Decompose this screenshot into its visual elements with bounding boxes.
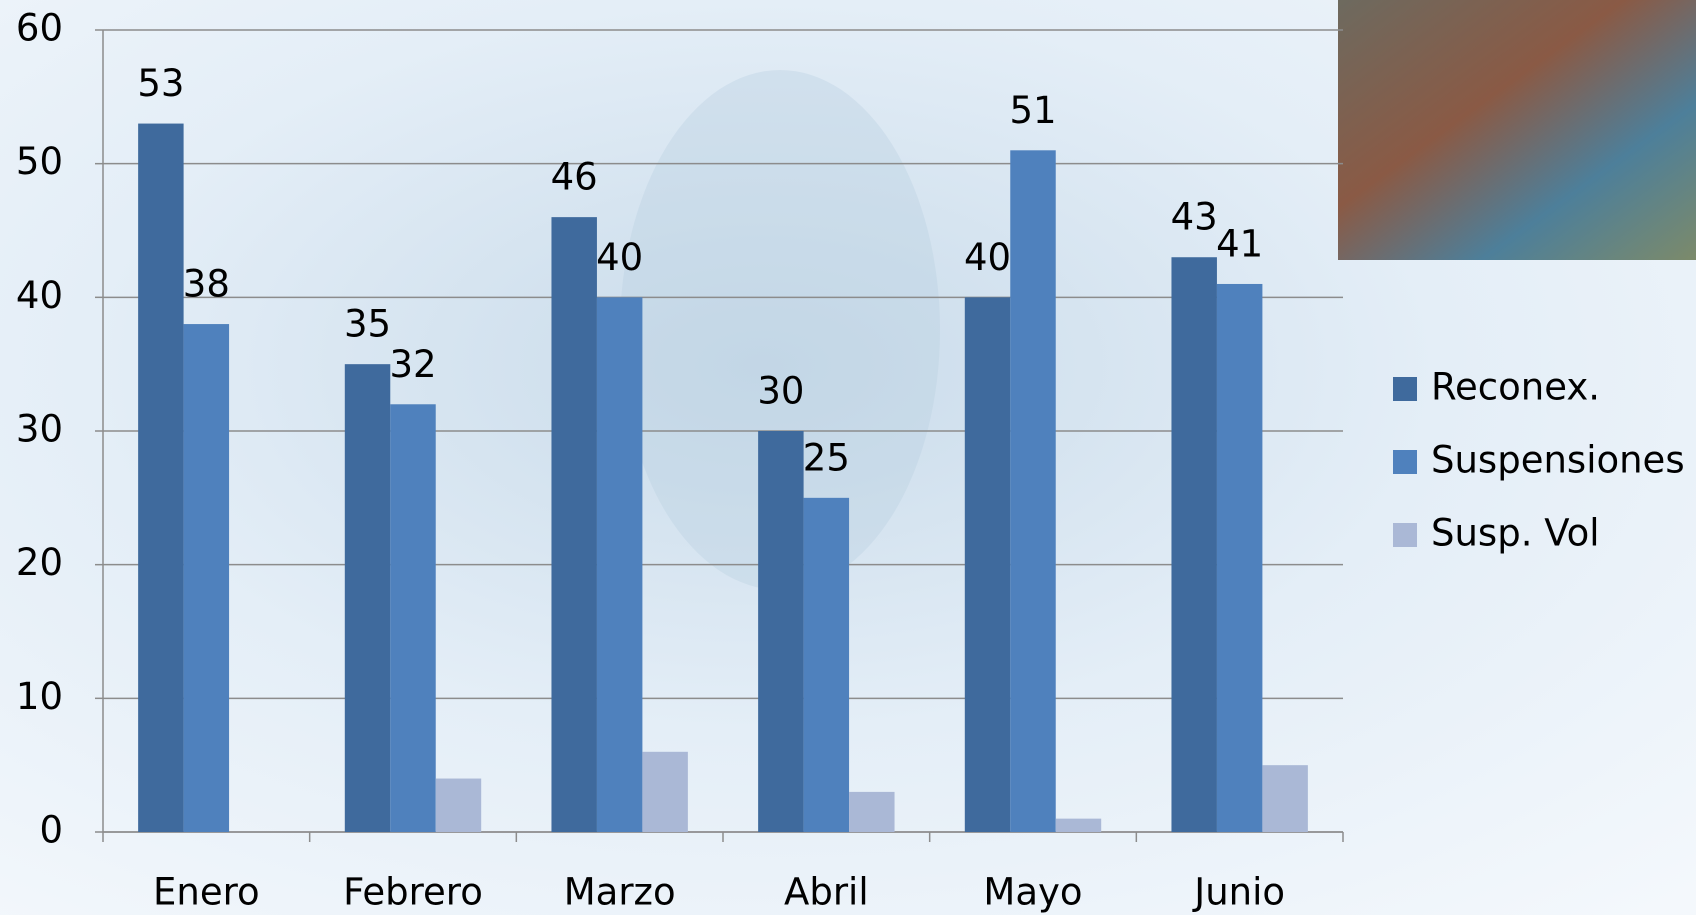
x-tick-label: Mayo <box>983 871 1082 914</box>
data-label: 40 <box>964 236 1011 279</box>
bar <box>344 364 391 832</box>
x-tick-label: Marzo <box>564 871 676 914</box>
bar <box>435 778 482 832</box>
legend-swatch <box>1393 450 1417 474</box>
bar <box>642 751 688 832</box>
bar <box>803 497 850 832</box>
legend-label: Susp. Vol <box>1431 512 1600 555</box>
y-tick-label: 30 <box>16 408 63 451</box>
bar <box>758 431 804 832</box>
x-tick-label: Abril <box>784 871 869 914</box>
bar <box>596 297 643 832</box>
data-label: 35 <box>344 303 391 346</box>
bar <box>1262 765 1308 832</box>
data-label: 38 <box>183 263 230 306</box>
data-label: 41 <box>1216 222 1263 265</box>
data-label: 46 <box>551 156 598 199</box>
legend-swatch <box>1393 377 1417 401</box>
bar <box>138 123 184 833</box>
photo <box>1338 0 1696 260</box>
legend-label: Suspensiones <box>1431 439 1685 482</box>
y-tick-label: 60 <box>16 7 63 50</box>
data-label: 51 <box>1009 89 1056 132</box>
bar <box>849 791 895 832</box>
y-tick-label: 40 <box>16 274 63 317</box>
data-label: 40 <box>596 236 643 279</box>
bar <box>1171 257 1217 832</box>
x-tick-label: Junio <box>1192 871 1285 914</box>
y-tick-label: 10 <box>16 675 63 718</box>
data-label: 30 <box>757 370 804 413</box>
legend-swatch <box>1393 523 1417 547</box>
data-label: 32 <box>389 343 436 386</box>
bar <box>1055 818 1102 832</box>
y-tick-label: 20 <box>16 541 63 584</box>
bar <box>183 324 230 832</box>
bar <box>390 404 436 832</box>
bar <box>551 217 597 833</box>
bar <box>964 297 1011 832</box>
data-label: 43 <box>1171 196 1218 239</box>
x-tick-label: Febrero <box>343 871 483 914</box>
background-drop <box>620 70 940 590</box>
x-tick-label: Enero <box>153 871 260 914</box>
data-label: 25 <box>803 436 850 479</box>
bar <box>1010 150 1056 833</box>
y-tick-label: 0 <box>39 809 63 852</box>
legend-label: Reconex. <box>1431 366 1600 409</box>
bar <box>1216 283 1263 832</box>
y-tick-label: 50 <box>16 140 63 183</box>
data-label: 53 <box>137 62 184 105</box>
